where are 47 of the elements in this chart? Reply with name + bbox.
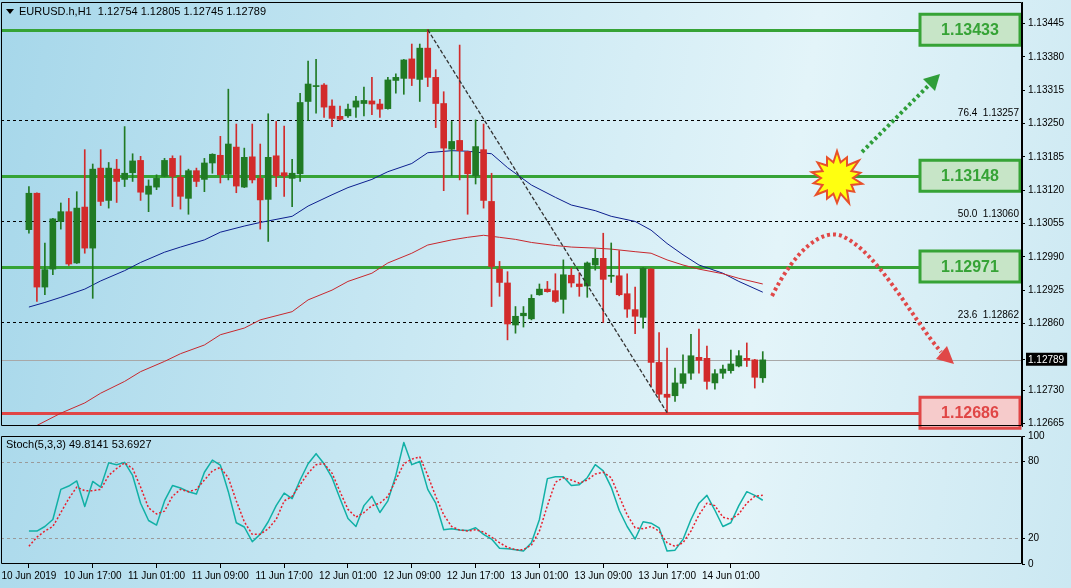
y-tick-label: 1.12860 bbox=[1028, 317, 1065, 329]
y-tick-label: 1.13445 bbox=[1028, 17, 1065, 29]
ref-line-label: 1.13148 bbox=[941, 167, 1000, 185]
ref-line-label: 23.6 1.12862 bbox=[957, 309, 1020, 321]
candlestick bbox=[312, 59, 320, 114]
y-tick-label: 1.12730 bbox=[1028, 383, 1065, 395]
x-tick-label: 13 Jun 17:00 bbox=[638, 569, 697, 581]
y-tick-label: 1.13315 bbox=[1028, 83, 1065, 95]
x-tick-label: 14 Jun 01:00 bbox=[701, 569, 761, 581]
y-tick-label: 1.13380 bbox=[1028, 50, 1065, 62]
candlestick bbox=[288, 159, 296, 207]
y-tick-label: 80 bbox=[1028, 455, 1040, 467]
x-tick-label: 12 Jun 17:00 bbox=[446, 569, 505, 581]
candlestick bbox=[448, 121, 456, 177]
y-tick-label: 0 bbox=[1028, 557, 1034, 569]
x-tick-label: 13 Jun 09:00 bbox=[574, 569, 633, 581]
x-tick-label: 11 Jun 17:00 bbox=[255, 569, 314, 581]
ref-line-label: 50.0 1.13060 bbox=[957, 207, 1020, 219]
ref-line-label: 1.12971 bbox=[941, 257, 1000, 275]
candlestick bbox=[663, 347, 671, 413]
y-tick-label: 1.13185 bbox=[1028, 150, 1065, 162]
candlestick bbox=[631, 286, 639, 335]
x-tick-label: 10 Jun 17:00 bbox=[63, 569, 123, 581]
x-tick-label: 13 Jun 01:00 bbox=[510, 569, 569, 581]
ref-line-label: 1.12686 bbox=[941, 404, 1000, 422]
candlestick bbox=[575, 272, 583, 297]
x-tick-label: 11 Jun 01:00 bbox=[128, 569, 186, 581]
chart-title: EURUSD.h,H1 1.12754 1.12805 1.12745 1.12789 bbox=[19, 5, 267, 18]
chart-title: Stoch(5,3,3) 49.8141 53.6927 bbox=[6, 438, 152, 451]
candlestick bbox=[695, 328, 703, 374]
x-tick-label: 12 Jun 01:00 bbox=[319, 569, 378, 581]
x-tick-label: 11 Jun 09:00 bbox=[191, 569, 250, 581]
y-tick-label: 1.12990 bbox=[1028, 250, 1065, 262]
ref-line-label: 1.13433 bbox=[941, 21, 1000, 39]
y-tick-label: 1.12925 bbox=[1028, 283, 1065, 295]
y-tick-label: 1.13250 bbox=[1028, 117, 1065, 129]
ref-line-label: 76.4 1.13257 bbox=[957, 106, 1020, 118]
candlestick bbox=[360, 86, 368, 117]
y-tick-label: 1.13120 bbox=[1028, 183, 1065, 195]
y-tick-label: 20 bbox=[1028, 532, 1040, 544]
candlestick bbox=[607, 242, 615, 283]
x-tick-label: 10 Jun 2019 bbox=[1, 569, 57, 581]
x-tick-label: 12 Jun 09:00 bbox=[382, 569, 442, 581]
y-tick-label: 1.12665 bbox=[1028, 417, 1065, 429]
y-tick-label: 1.12789 bbox=[1028, 353, 1065, 365]
y-tick-label: 100 bbox=[1028, 429, 1046, 441]
y-tick-label: 1.13055 bbox=[1028, 217, 1065, 229]
